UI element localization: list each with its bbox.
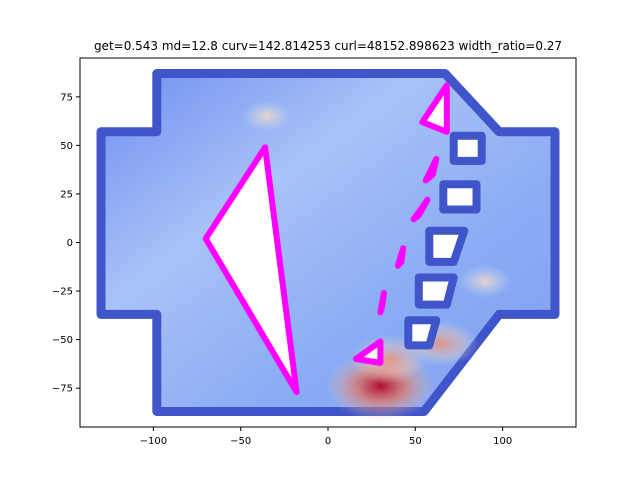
obstacle-lower-small-triangle: [352, 338, 384, 366]
x-tick-label: −100: [140, 436, 167, 447]
y-tick-label: −25: [52, 287, 73, 298]
y-tick-label: 25: [60, 189, 73, 200]
obstacle-layer: [202, 82, 450, 395]
obstacle-small-triangle-2: [422, 156, 440, 184]
obstacle-small-triangle-4: [394, 245, 407, 269]
channel-gap-2: [439, 180, 481, 214]
channel-layer: [404, 131, 486, 350]
x-tick-label: 0: [325, 436, 331, 447]
y-tick-label: 75: [60, 92, 73, 103]
obstacle-small-triangle-3: [410, 196, 431, 223]
y-tick-label: 0: [67, 238, 73, 249]
obstacle-upper-small-triangle: [419, 82, 450, 135]
y-tick-label: 50: [60, 141, 73, 152]
x-tick-label: −50: [230, 436, 251, 447]
y-axis: −75 −50 −25 0 25 50 75: [52, 92, 80, 395]
plot-area: [79, 57, 577, 428]
channel-gap-1: [449, 131, 486, 165]
y-tick-label: −75: [52, 384, 73, 395]
y-tick-label: −50: [52, 335, 73, 346]
x-tick-label: 50: [409, 436, 422, 447]
x-tick-label: 100: [493, 436, 512, 447]
chart-title: get=0.543 md=12.8 curv=142.814253 curl=4…: [94, 39, 562, 53]
channel-gap-5: [404, 316, 441, 350]
hotspot-5: [242, 100, 292, 132]
hotspot-3: [458, 264, 512, 298]
obstacle-large-triangle: [202, 144, 300, 395]
channel-gap-4: [414, 273, 458, 309]
channel-gap-3: [425, 226, 469, 266]
x-axis: −100 −50 0 50 100: [140, 427, 512, 447]
obstacle-small-triangle-5: [377, 290, 387, 316]
